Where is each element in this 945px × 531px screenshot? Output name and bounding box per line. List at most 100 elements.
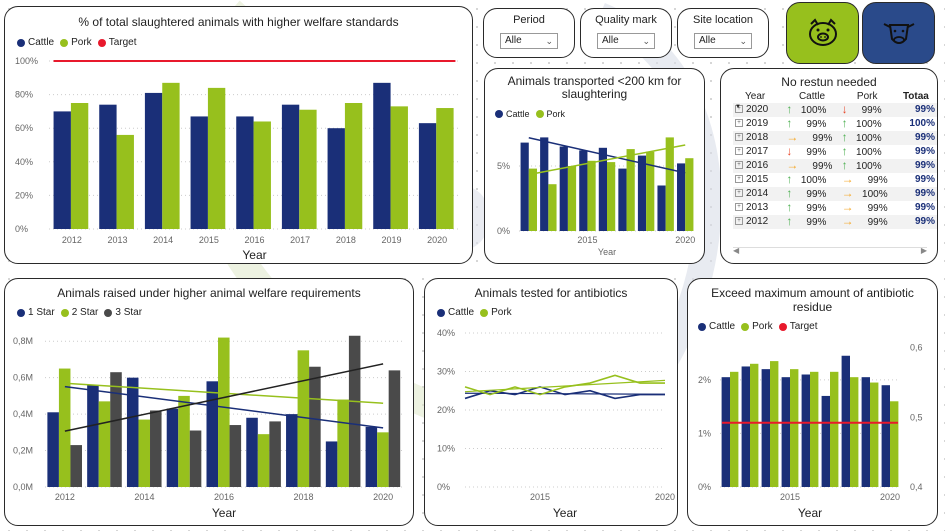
period-slicer[interactable]: Period Alle ⌄ bbox=[483, 8, 575, 58]
x-tick-label: 2012 bbox=[62, 235, 82, 245]
header-total[interactable]: Totaa bbox=[902, 91, 929, 102]
pork-filter-button[interactable] bbox=[786, 2, 859, 64]
transport-chart-card: Animals transported <200 km for slaughte… bbox=[484, 68, 705, 264]
1-star-bar bbox=[286, 414, 298, 487]
pork-cell: → 99% bbox=[840, 201, 895, 215]
3-star-bar bbox=[388, 370, 401, 487]
table-row[interactable]: +2015 ↑ 100% → 99% 99% bbox=[733, 173, 937, 187]
expand-icon[interactable]: + bbox=[735, 203, 743, 212]
cattle-cell: ↑ 99% bbox=[784, 187, 839, 201]
site-location-dropdown[interactable]: Alle ⌄ bbox=[694, 33, 752, 49]
x-tick-label: 2015 bbox=[780, 492, 800, 502]
residue-plot[interactable]: 2% 1% 0% 0,6 0,5 0,4 2015 2020 Year bbox=[688, 279, 938, 526]
matrix-sort-icon[interactable]: ▼ bbox=[735, 104, 741, 110]
cattle-bar bbox=[761, 369, 770, 487]
site-location-slicer[interactable]: Site location Alle ⌄ bbox=[677, 8, 769, 58]
pork-bar bbox=[607, 162, 616, 231]
cattle-bar bbox=[637, 155, 647, 231]
cattle-bar bbox=[721, 377, 730, 487]
legend-pork[interactable]: Pork bbox=[60, 37, 92, 48]
scroll-left-icon[interactable]: ◀ bbox=[733, 246, 740, 255]
year-cell[interactable]: +2015 bbox=[733, 173, 784, 187]
restun-title: No restun needed bbox=[781, 75, 877, 89]
transport-plot[interactable]: 5% 0% 2015 2020 Year bbox=[485, 69, 705, 264]
restun-matrix-card: No restun needed Year Cattle Pork Totaa … bbox=[720, 68, 938, 264]
legend-pork[interactable]: Pork bbox=[480, 307, 512, 318]
cattle-filter-button[interactable] bbox=[862, 2, 935, 64]
legend-3-star[interactable]: 3 Star bbox=[104, 307, 142, 318]
expand-icon[interactable]: + bbox=[735, 147, 743, 156]
cattle-bar bbox=[327, 128, 345, 229]
legend-pork[interactable]: Pork bbox=[741, 321, 773, 332]
table-row[interactable]: +2018 → 99% ↑ 100% 99% bbox=[733, 131, 937, 145]
quality-mark-dropdown[interactable]: Alle ⌄ bbox=[597, 33, 655, 49]
arrow-up-icon: ↑ bbox=[841, 116, 848, 130]
table-row[interactable]: +2013 ↑ 99% → 99% 99% bbox=[733, 201, 937, 215]
year-cell[interactable]: +2018 bbox=[733, 131, 784, 145]
cattle-cell: ↑ 99% bbox=[784, 201, 839, 215]
year-cell[interactable]: +2013 bbox=[733, 201, 784, 215]
legend-cattle[interactable]: Cattle bbox=[437, 307, 474, 318]
welfare-plot[interactable]: 100% 80% 60% 40% 20% 0% 2012 2013 2014 2015 2016 20… bbox=[5, 7, 473, 264]
legend-1-star[interactable]: 1 Star bbox=[17, 307, 55, 318]
legend-target[interactable]: Target bbox=[778, 321, 817, 332]
arrow-up-icon: ↑ bbox=[786, 186, 793, 200]
legend-2-star[interactable]: 2 Star bbox=[60, 307, 98, 318]
header-cattle[interactable]: Cattle bbox=[798, 91, 826, 102]
cattle-bar bbox=[418, 123, 437, 229]
1-star-bar bbox=[325, 441, 338, 487]
year-cell[interactable]: +2016 bbox=[733, 159, 784, 173]
table-row[interactable]: +2014 ↑ 99% → 100% 99% bbox=[733, 187, 937, 201]
cattle-bar bbox=[373, 82, 391, 229]
table-row[interactable]: +2017 ↓ 99% ↑ 100% 99% bbox=[733, 145, 937, 159]
pork-line bbox=[464, 374, 665, 396]
x-tick-label: 2015 bbox=[577, 235, 597, 245]
1-star-trendline bbox=[64, 385, 384, 429]
legend-target[interactable]: Target bbox=[97, 37, 136, 48]
expand-icon[interactable]: + bbox=[735, 133, 743, 142]
legend-cattle[interactable]: Cattle bbox=[698, 321, 735, 332]
chevron-down-icon: ⌄ bbox=[545, 36, 553, 46]
period-dropdown[interactable]: Alle ⌄ bbox=[500, 33, 558, 49]
expand-icon[interactable]: + bbox=[735, 217, 743, 226]
expand-icon[interactable]: + bbox=[735, 119, 743, 128]
pork-bar bbox=[567, 166, 577, 231]
legend-cattle[interactable]: Cattle bbox=[495, 109, 530, 119]
arrow-up-icon: ↑ bbox=[786, 172, 793, 186]
table-row[interactable]: +2012 ↑ 99% → 99% 99% bbox=[733, 215, 937, 229]
year-cell[interactable]: +2014 bbox=[733, 187, 784, 201]
cattle-bar bbox=[598, 147, 607, 231]
pork-bar bbox=[810, 371, 819, 487]
cattle-value: 99% bbox=[806, 147, 827, 158]
transport-title: Animals transported <200 km for slaughte… bbox=[507, 74, 682, 101]
legend-pork[interactable]: Pork bbox=[535, 109, 565, 119]
quality-mark-slicer[interactable]: Quality mark Alle ⌄ bbox=[580, 8, 672, 58]
scroll-right-icon[interactable]: ▶ bbox=[920, 246, 927, 255]
year-cell[interactable]: +2017 bbox=[733, 145, 784, 159]
year-label: 2013 bbox=[746, 202, 769, 213]
header-pork[interactable]: Pork bbox=[856, 91, 878, 102]
legend-cattle[interactable]: Cattle bbox=[17, 37, 54, 48]
antibiotics-plot[interactable]: 40% 30% 20% 10% 0% 2015 2020 Year bbox=[425, 279, 678, 526]
arrow-up-icon: ↑ bbox=[786, 214, 793, 228]
table-row[interactable]: +2016 → 99% ↑ 100% 99% bbox=[733, 159, 937, 173]
header-year[interactable]: Year bbox=[745, 91, 766, 102]
x-tick-label: 2020 bbox=[880, 492, 900, 502]
horizontal-scrollbar[interactable]: ◀ ▶ bbox=[733, 246, 927, 256]
year-cell[interactable]: +2020 bbox=[733, 103, 784, 117]
table-row[interactable]: +2019 ↑ 99% ↑ 100% 100% bbox=[733, 117, 937, 131]
expand-icon[interactable]: + bbox=[735, 189, 743, 198]
x-tick-label: 2016 bbox=[214, 492, 234, 502]
y-tick-label: 20% bbox=[437, 405, 455, 415]
year-cell[interactable]: +2019 bbox=[733, 117, 784, 131]
expand-icon[interactable]: + bbox=[735, 105, 743, 114]
cattle-cell: ↑ 99% bbox=[784, 215, 839, 229]
expand-icon[interactable]: + bbox=[735, 161, 743, 170]
total-cell: 99% bbox=[914, 202, 935, 213]
year-cell[interactable]: +2012 bbox=[733, 215, 784, 229]
table-row[interactable]: +2020 ↑ 100% ↓ 99% 99% bbox=[733, 103, 937, 117]
2-star-bar bbox=[218, 337, 230, 487]
raised-plot[interactable]: 0,8M 0,6M 0,4M 0,2M 0,0M 2012 2014 2016 2018 2020… bbox=[5, 279, 414, 526]
y-tick-label: 40% bbox=[15, 157, 33, 167]
expand-icon[interactable]: + bbox=[735, 175, 743, 184]
